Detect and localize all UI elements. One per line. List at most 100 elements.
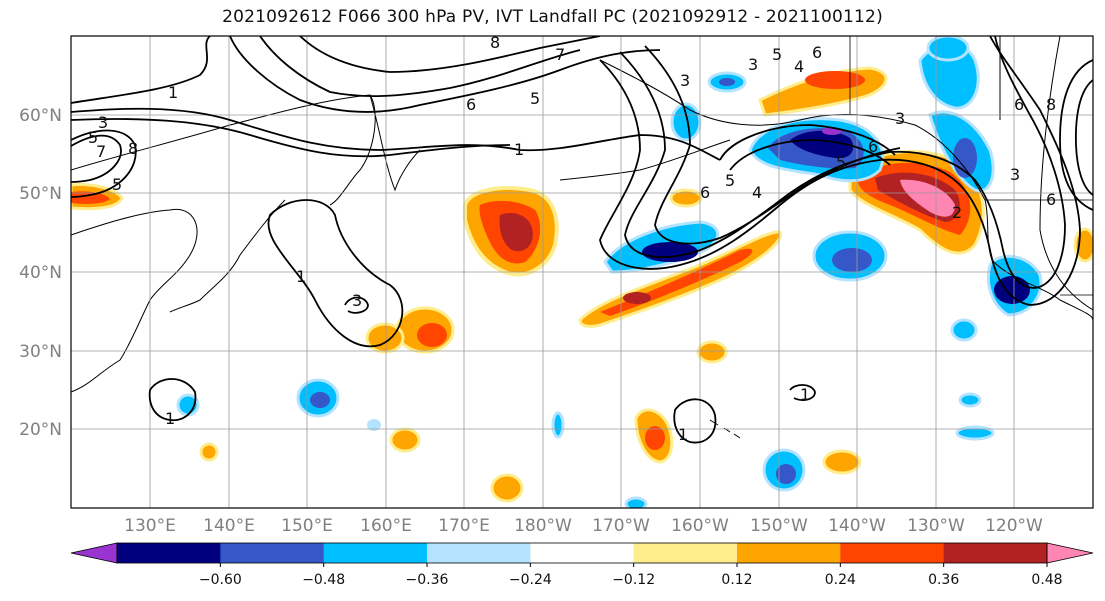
positive-anomaly-small-6 — [199, 442, 219, 462]
ivt-shading — [71, 36, 1093, 508]
positive-anomaly-gulf-peak — [900, 179, 955, 217]
contour-label-1e: 1 — [678, 425, 688, 444]
pv-contour-cutoff — [267, 199, 404, 348]
negative-anomaly-small-11 — [624, 496, 648, 508]
contour-label-3e: 3 — [1010, 165, 1020, 184]
pv-contour-5 — [259, 36, 581, 97]
contour-label-5b: 5 — [112, 175, 122, 194]
contour-label-3d: 3 — [895, 109, 905, 128]
positive-anomaly-small-3 — [696, 340, 728, 364]
pv-contour-trough-3 — [644, 45, 901, 245]
contour-label-6b: 6 — [812, 43, 822, 62]
pv-contour-1 — [71, 36, 211, 104]
pv-contour-3 — [71, 118, 511, 158]
contour-label-1f: 1 — [800, 385, 810, 404]
map-title: 2021092612 F066 300 hPa PV, IVT Landfall… — [222, 7, 883, 27]
colorbar-tick-label: 0.36 — [928, 572, 959, 588]
colorbar-tick-label: −0.12 — [612, 572, 655, 588]
negative-anomaly-small-4-core — [719, 78, 735, 86]
pv-contour-trough-1 — [599, 59, 881, 270]
pv-contours — [71, 36, 1093, 444]
lon-label-130w: 130°W — [907, 516, 965, 536]
positive-anomaly-alaska-core — [805, 71, 865, 89]
contour-label-3c: 3 — [748, 55, 758, 74]
pv-contour-trough-2 — [619, 51, 891, 258]
latitude-labels: 60°N 50°N 40°N 30°N 20°N — [19, 106, 62, 440]
contour-label-7b: 7 — [555, 45, 565, 64]
positive-anomaly-subtropical-a-core — [417, 323, 447, 347]
positive-anomaly-small-1 — [389, 427, 421, 453]
lon-label-160e: 160°E — [360, 516, 412, 536]
colorbar-ticks: −0.60 −0.48 −0.36 −0.24 −0.12 0.12 0.24 0.36 0.4… — [199, 563, 1063, 588]
contour-label-4b: 4 — [752, 183, 762, 202]
contour-label-5f: 5 — [836, 153, 846, 172]
positive-anomaly-small-4 — [822, 449, 862, 475]
colorbar-cell — [737, 543, 841, 563]
coastline-japan — [169, 199, 286, 313]
pv-contour-ridge-4 — [1074, 79, 1093, 196]
contour-label-8a: 8 — [128, 139, 138, 158]
negative-anomaly-small-12 — [926, 36, 970, 62]
colorbar: −0.60 −0.48 −0.36 −0.24 −0.12 0.12 0.24 0.36 0.4… — [70, 542, 1094, 588]
contour-label-6d: 6 — [868, 137, 878, 156]
positive-anomaly-small-5 — [669, 188, 703, 208]
negative-anomaly-small-9 — [551, 411, 565, 439]
pv-contour-small-1 — [148, 378, 197, 422]
negative-anomaly-small-7 — [958, 392, 982, 408]
contour-label-5d: 5 — [772, 45, 782, 64]
contour-label-8c: 8 — [1046, 95, 1056, 114]
pv-contour-4 — [229, 36, 661, 113]
map-frame — [70, 35, 1094, 509]
colorbar-extend-right — [1046, 542, 1094, 564]
lat-label-60n: 60°N — [19, 106, 62, 126]
contour-label-7a: 7 — [96, 142, 106, 161]
colorbar-cell — [427, 543, 531, 563]
colorbar-cell — [840, 543, 945, 563]
contour-label-1d: 1 — [165, 409, 175, 428]
pv-contour-small-4 — [344, 296, 369, 314]
contour-label-4a: 4 — [794, 57, 804, 76]
lon-label-170w: 170°W — [592, 516, 650, 536]
colorbar-tick-label: 0.48 — [1031, 572, 1062, 588]
longitude-labels: 130°E 140°E 150°E 160°E 170°E 180°W 170°… — [124, 516, 1043, 536]
negative-anomaly-small-5 — [950, 318, 978, 342]
contour-label-3b: 3 — [680, 71, 690, 90]
negative-anomaly-small-1-core — [310, 392, 330, 408]
pv-contour-2 — [71, 107, 721, 161]
colorbar-tick-label: −0.60 — [199, 572, 242, 588]
lon-label-120w: 120°W — [985, 516, 1043, 536]
lon-label-150e: 150°E — [281, 516, 333, 536]
lat-label-40n: 40°N — [19, 263, 62, 283]
contour-label-6a: 6 — [466, 95, 476, 114]
contour-label-1a: 1 — [168, 83, 178, 102]
coastline-aleutians — [559, 139, 731, 181]
lon-label-150w: 150°W — [750, 516, 808, 536]
contour-labels: 1 3 5 7 8 5 8 6 5 1 7 3 3 5 6 4 6 5 4 5 … — [88, 36, 1056, 444]
positive-anomaly-small-2 — [490, 473, 524, 503]
contour-label-6f: 6 — [1046, 190, 1056, 209]
colorbar-tick-label: −0.36 — [406, 572, 449, 588]
colorbar-cell — [530, 543, 635, 563]
colorbar-tick-label: 0.12 — [721, 572, 752, 588]
pv-contour-6 — [299, 36, 601, 73]
pv-contour-small-3 — [789, 384, 816, 401]
colorbar-cell — [633, 543, 738, 563]
lat-label-20n: 20°N — [19, 420, 62, 440]
pv-contour-small-2 — [673, 398, 717, 444]
contour-label-6c: 6 — [700, 183, 710, 202]
coastline-siberia — [71, 94, 376, 206]
contour-label-1c: 1 — [296, 267, 306, 286]
colorbar-tick-label: −0.48 — [302, 572, 345, 588]
positive-anomaly-central-pacific-max — [499, 212, 533, 252]
positive-anomaly-west-edge-core — [71, 191, 110, 204]
negative-anomaly-small-10 — [367, 419, 381, 431]
pv-contour-loop-1 — [719, 124, 896, 161]
pv-contour-ridge-1 — [879, 36, 1081, 306]
colorbar-tick-label: −0.24 — [509, 572, 552, 588]
pv-contour-loop-2 — [729, 139, 891, 171]
contour-label-2a: 2 — [952, 203, 962, 222]
lat-label-50n: 50°N — [19, 184, 62, 204]
colorbar-tick-label: 0.24 — [825, 572, 856, 588]
lon-label-140w: 140°W — [828, 516, 886, 536]
